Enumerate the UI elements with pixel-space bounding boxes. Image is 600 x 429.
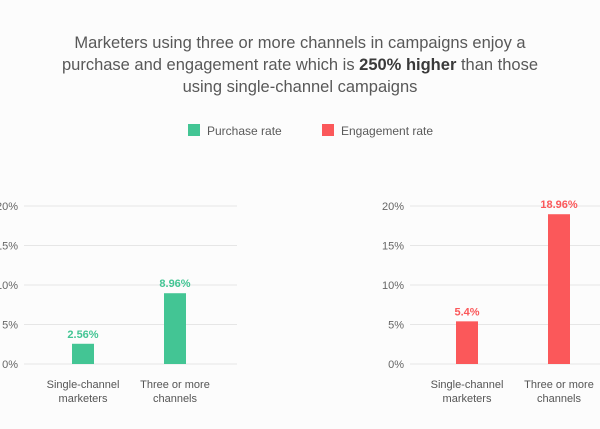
- y-tick-label: 5%: [2, 320, 18, 332]
- x-tick-label: Single-channel: [431, 379, 504, 391]
- y-tick-label: 20%: [382, 201, 404, 213]
- x-tick-label: Three or more: [140, 379, 210, 391]
- bar: [164, 293, 186, 364]
- x-tick-label: marketers: [443, 393, 492, 405]
- y-tick-label: 5%: [388, 320, 404, 332]
- x-tick-label: channels: [537, 393, 582, 405]
- legend-label-purchase: Purchase rate: [207, 124, 282, 138]
- data-label: 8.96%: [159, 278, 190, 290]
- x-tick-label: channels: [153, 393, 198, 405]
- y-tick-label: 10%: [0, 280, 18, 292]
- y-tick-label: 10%: [382, 280, 404, 292]
- x-tick-label: Three or more: [524, 379, 594, 391]
- legend: Purchase rate Engagement rate: [0, 124, 600, 140]
- bar: [72, 343, 94, 364]
- data-label: 18.96%: [540, 199, 578, 211]
- y-tick-label: 20%: [0, 201, 18, 213]
- title-text-1: Marketers using three or more channels i…: [61, 34, 526, 74]
- y-tick-label: 0%: [388, 359, 404, 371]
- y-tick-label: 15%: [382, 241, 404, 253]
- title-text-2: than those using single-channel campaign…: [182, 56, 539, 96]
- x-tick-label: Single-channel: [47, 379, 120, 391]
- data-label: 5.4%: [454, 306, 479, 318]
- title-highlight: 250% higher: [359, 56, 457, 74]
- legend-label-engagement: Engagement rate: [341, 124, 434, 138]
- legend-swatch-engagement: [322, 124, 334, 136]
- bar: [548, 214, 570, 364]
- y-tick-label: 15%: [0, 241, 18, 253]
- y-tick-label: 0%: [2, 359, 18, 371]
- data-label: 2.56%: [67, 329, 98, 341]
- chart-title: Marketers using three or more channels i…: [60, 32, 540, 98]
- bar: [456, 321, 478, 364]
- x-tick-label: marketers: [59, 393, 108, 405]
- legend-swatch-purchase: [188, 124, 200, 136]
